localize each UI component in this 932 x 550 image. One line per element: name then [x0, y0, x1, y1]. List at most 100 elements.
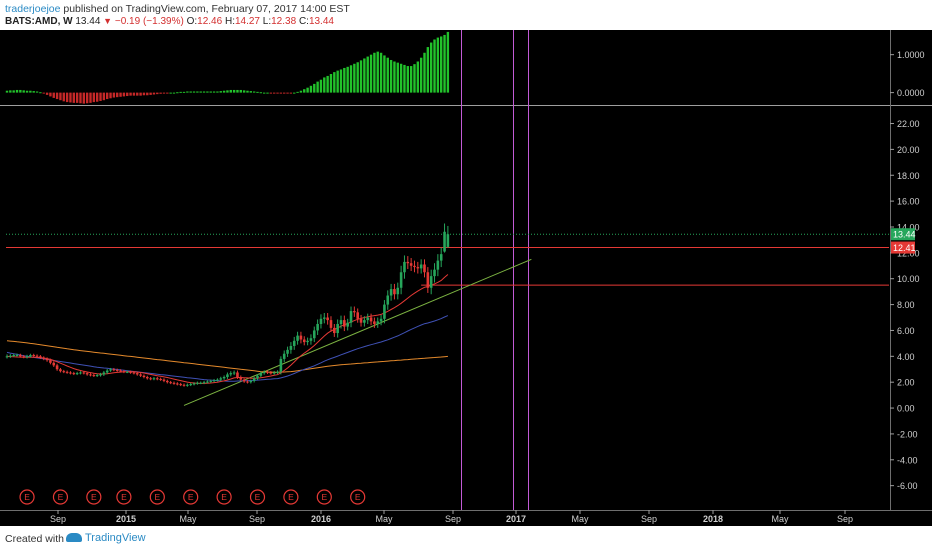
candle-body [266, 371, 269, 373]
osc-bar [339, 69, 343, 93]
price-change: −0.19 (−1.39%) [114, 16, 184, 27]
candle-body [202, 382, 206, 384]
candle-body [62, 371, 66, 373]
osc-bar [366, 56, 369, 93]
candle-body [429, 276, 433, 288]
candle-body [262, 371, 266, 374]
osc-bar [32, 91, 35, 93]
candle-body [369, 317, 373, 322]
osc-bar [169, 92, 172, 94]
candle-body [149, 378, 152, 380]
candle-body [152, 378, 156, 380]
osc-bar [363, 58, 366, 93]
osc-bar [146, 92, 149, 96]
ma-blue-line [6, 315, 449, 382]
candle-body [99, 374, 102, 376]
price-axis[interactable]: 1.0000 0.0000 22.00 20.00 18.00 16.00 14.00 12.… [890, 50, 925, 491]
earnings-label: E [355, 492, 361, 502]
candle-body [353, 311, 356, 313]
candle-body [135, 373, 139, 375]
earnings-label: E [221, 492, 227, 502]
candle-body [169, 382, 172, 384]
osc-bar [166, 92, 169, 94]
candle-body [236, 372, 239, 378]
earnings-marker [350, 489, 366, 505]
osc-bar [252, 91, 256, 93]
candle-body [379, 318, 383, 322]
candle-body [176, 383, 179, 385]
osc-bar [159, 92, 162, 94]
osc-bar [229, 89, 232, 93]
candle-body [242, 379, 246, 382]
osc-bar [45, 92, 49, 95]
osc-bar [65, 92, 69, 103]
candle-body [416, 267, 420, 269]
candle-body [276, 371, 279, 373]
candle-body [366, 317, 370, 321]
osc-bar [313, 83, 316, 93]
osc-bar [182, 91, 186, 93]
osc-bar [353, 63, 356, 93]
candle-body [399, 272, 403, 288]
chart-header: traderjoejoe published on TradingView.co… [0, 0, 932, 30]
osc-bar [369, 54, 373, 93]
candle-body [85, 373, 89, 375]
osc-bar [343, 67, 346, 93]
osc-bar [433, 39, 436, 93]
osc-bar [29, 90, 32, 93]
candle-body [15, 355, 19, 357]
time-tick-label: 2018 [703, 514, 723, 524]
osc-bar [35, 91, 39, 93]
high-label: H: [224, 16, 235, 27]
osc-bar [323, 77, 326, 93]
candle-body [423, 264, 426, 273]
candle-body [426, 272, 430, 288]
price-tick-label: 14.00 [897, 222, 920, 232]
osc-bar [419, 57, 423, 93]
author-link[interactable]: traderjoejoe [5, 3, 61, 15]
candle-body [65, 371, 69, 373]
osc-bar [436, 37, 440, 93]
candle-body [49, 360, 52, 363]
price-tick-label: -2.00 [897, 429, 918, 439]
osc-bar [242, 90, 246, 93]
earnings-label: E [188, 492, 194, 502]
ma-orange-line [6, 340, 448, 373]
earnings-marker [86, 489, 102, 505]
earnings-label: E [154, 492, 160, 502]
osc-bar [52, 92, 55, 98]
time-axis[interactable]: Sep 2015 May Sep 2016 May Sep 2017 May Sep 2018 May… [50, 510, 853, 524]
osc-bar [403, 64, 406, 93]
candle-body [269, 372, 273, 374]
candle-body [403, 261, 406, 273]
earnings-label: E [321, 492, 327, 502]
created-with-text: Created with [5, 533, 64, 545]
candle-body [436, 260, 440, 270]
osc-bar [102, 92, 106, 101]
tradingview-logo[interactable]: TradingView [66, 532, 146, 544]
time-tick-label: Sep [445, 514, 461, 524]
candle-body [89, 374, 92, 376]
candle-body [339, 320, 343, 324]
resistance-tag-label: 12.41 [893, 243, 916, 253]
candle-body [95, 375, 99, 377]
candle-body [312, 330, 316, 339]
osc-bar [209, 91, 212, 93]
low-label: L: [262, 16, 272, 27]
candle-body [433, 269, 436, 277]
osc-bar [399, 63, 403, 93]
osc-bar [286, 92, 289, 94]
osc-bar [22, 90, 25, 93]
osc-bar [162, 92, 166, 94]
candle-body [256, 375, 259, 379]
chart-background [0, 30, 932, 526]
osc-bar [293, 92, 296, 94]
candle-body [139, 374, 142, 376]
time-tick-label: May [771, 514, 789, 524]
candle-body [69, 372, 72, 374]
down-arrow-icon: ▼ [103, 16, 113, 26]
earnings-label: E [255, 492, 261, 502]
earnings-marker [316, 489, 332, 505]
osc-bar [212, 91, 216, 93]
